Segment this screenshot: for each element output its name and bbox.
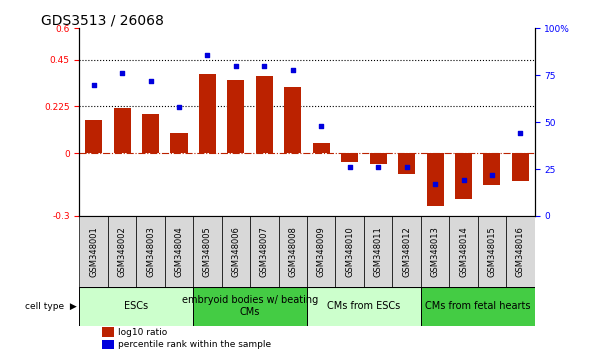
Text: cell type  ▶: cell type ▶: [24, 302, 76, 311]
Bar: [421, 216, 449, 287]
Point: [487, 172, 497, 177]
Bar: [85, 120, 102, 153]
Text: GDS3513 / 26068: GDS3513 / 26068: [41, 13, 164, 27]
Point: [288, 67, 298, 73]
Text: GSM348009: GSM348009: [316, 226, 326, 277]
Point: [231, 63, 241, 69]
Bar: [284, 87, 301, 153]
Point: [203, 52, 213, 57]
Bar: [341, 153, 358, 162]
Bar: [307, 287, 421, 326]
Text: CMs from fetal hearts: CMs from fetal hearts: [425, 301, 530, 311]
Bar: [193, 216, 222, 287]
Bar: [165, 216, 193, 287]
Text: GSM348011: GSM348011: [374, 226, 382, 277]
Text: GSM348014: GSM348014: [459, 226, 468, 277]
Bar: [392, 216, 421, 287]
Bar: [170, 132, 188, 153]
Text: GSM348010: GSM348010: [345, 226, 354, 277]
Text: GSM348006: GSM348006: [232, 226, 240, 277]
Bar: [506, 216, 535, 287]
Text: GSM348002: GSM348002: [117, 226, 126, 277]
Text: embryoid bodies w/ beating
CMs: embryoid bodies w/ beating CMs: [182, 295, 318, 317]
Text: GSM348005: GSM348005: [203, 226, 212, 277]
Text: GSM348008: GSM348008: [288, 226, 298, 277]
Bar: [370, 153, 387, 164]
Text: percentile rank within the sample: percentile rank within the sample: [118, 340, 271, 349]
Bar: [426, 153, 444, 206]
Bar: [222, 216, 250, 287]
Text: CMs from ESCs: CMs from ESCs: [327, 301, 401, 311]
Bar: [250, 216, 279, 287]
Bar: [79, 216, 108, 287]
Bar: [335, 216, 364, 287]
Point: [174, 104, 184, 110]
Bar: [313, 143, 330, 153]
Text: GSM348004: GSM348004: [175, 226, 183, 277]
Bar: [398, 153, 415, 174]
Bar: [307, 216, 335, 287]
Text: GSM348007: GSM348007: [260, 226, 269, 277]
Text: ESCs: ESCs: [124, 301, 148, 311]
Bar: [108, 216, 136, 287]
Bar: [227, 80, 244, 153]
Bar: [364, 216, 392, 287]
Point: [89, 82, 98, 87]
Bar: [142, 114, 159, 153]
Bar: [455, 153, 472, 199]
Bar: [421, 287, 535, 326]
Text: log10 ratio: log10 ratio: [118, 327, 167, 337]
Text: GSM348001: GSM348001: [89, 226, 98, 277]
Bar: [136, 216, 165, 287]
Bar: [279, 216, 307, 287]
Text: GSM348015: GSM348015: [488, 226, 497, 277]
Point: [516, 131, 525, 136]
Bar: [199, 74, 216, 153]
Point: [373, 164, 383, 170]
Point: [401, 164, 411, 170]
Bar: [478, 216, 506, 287]
Bar: [79, 287, 193, 326]
Bar: [193, 287, 307, 326]
Bar: [449, 216, 478, 287]
Point: [260, 63, 269, 69]
Bar: [256, 76, 273, 153]
Text: GSM348013: GSM348013: [431, 226, 439, 277]
Point: [316, 123, 326, 129]
Bar: [483, 153, 500, 185]
Point: [145, 78, 155, 84]
Bar: [114, 108, 131, 153]
Bar: [512, 153, 529, 181]
Point: [345, 164, 354, 170]
Bar: [102, 340, 114, 349]
Point: [430, 181, 440, 187]
Point: [459, 177, 469, 183]
Text: GSM348016: GSM348016: [516, 226, 525, 277]
Text: GSM348003: GSM348003: [146, 226, 155, 277]
Bar: [102, 327, 114, 337]
Text: GSM348012: GSM348012: [402, 226, 411, 277]
Point: [117, 70, 127, 76]
